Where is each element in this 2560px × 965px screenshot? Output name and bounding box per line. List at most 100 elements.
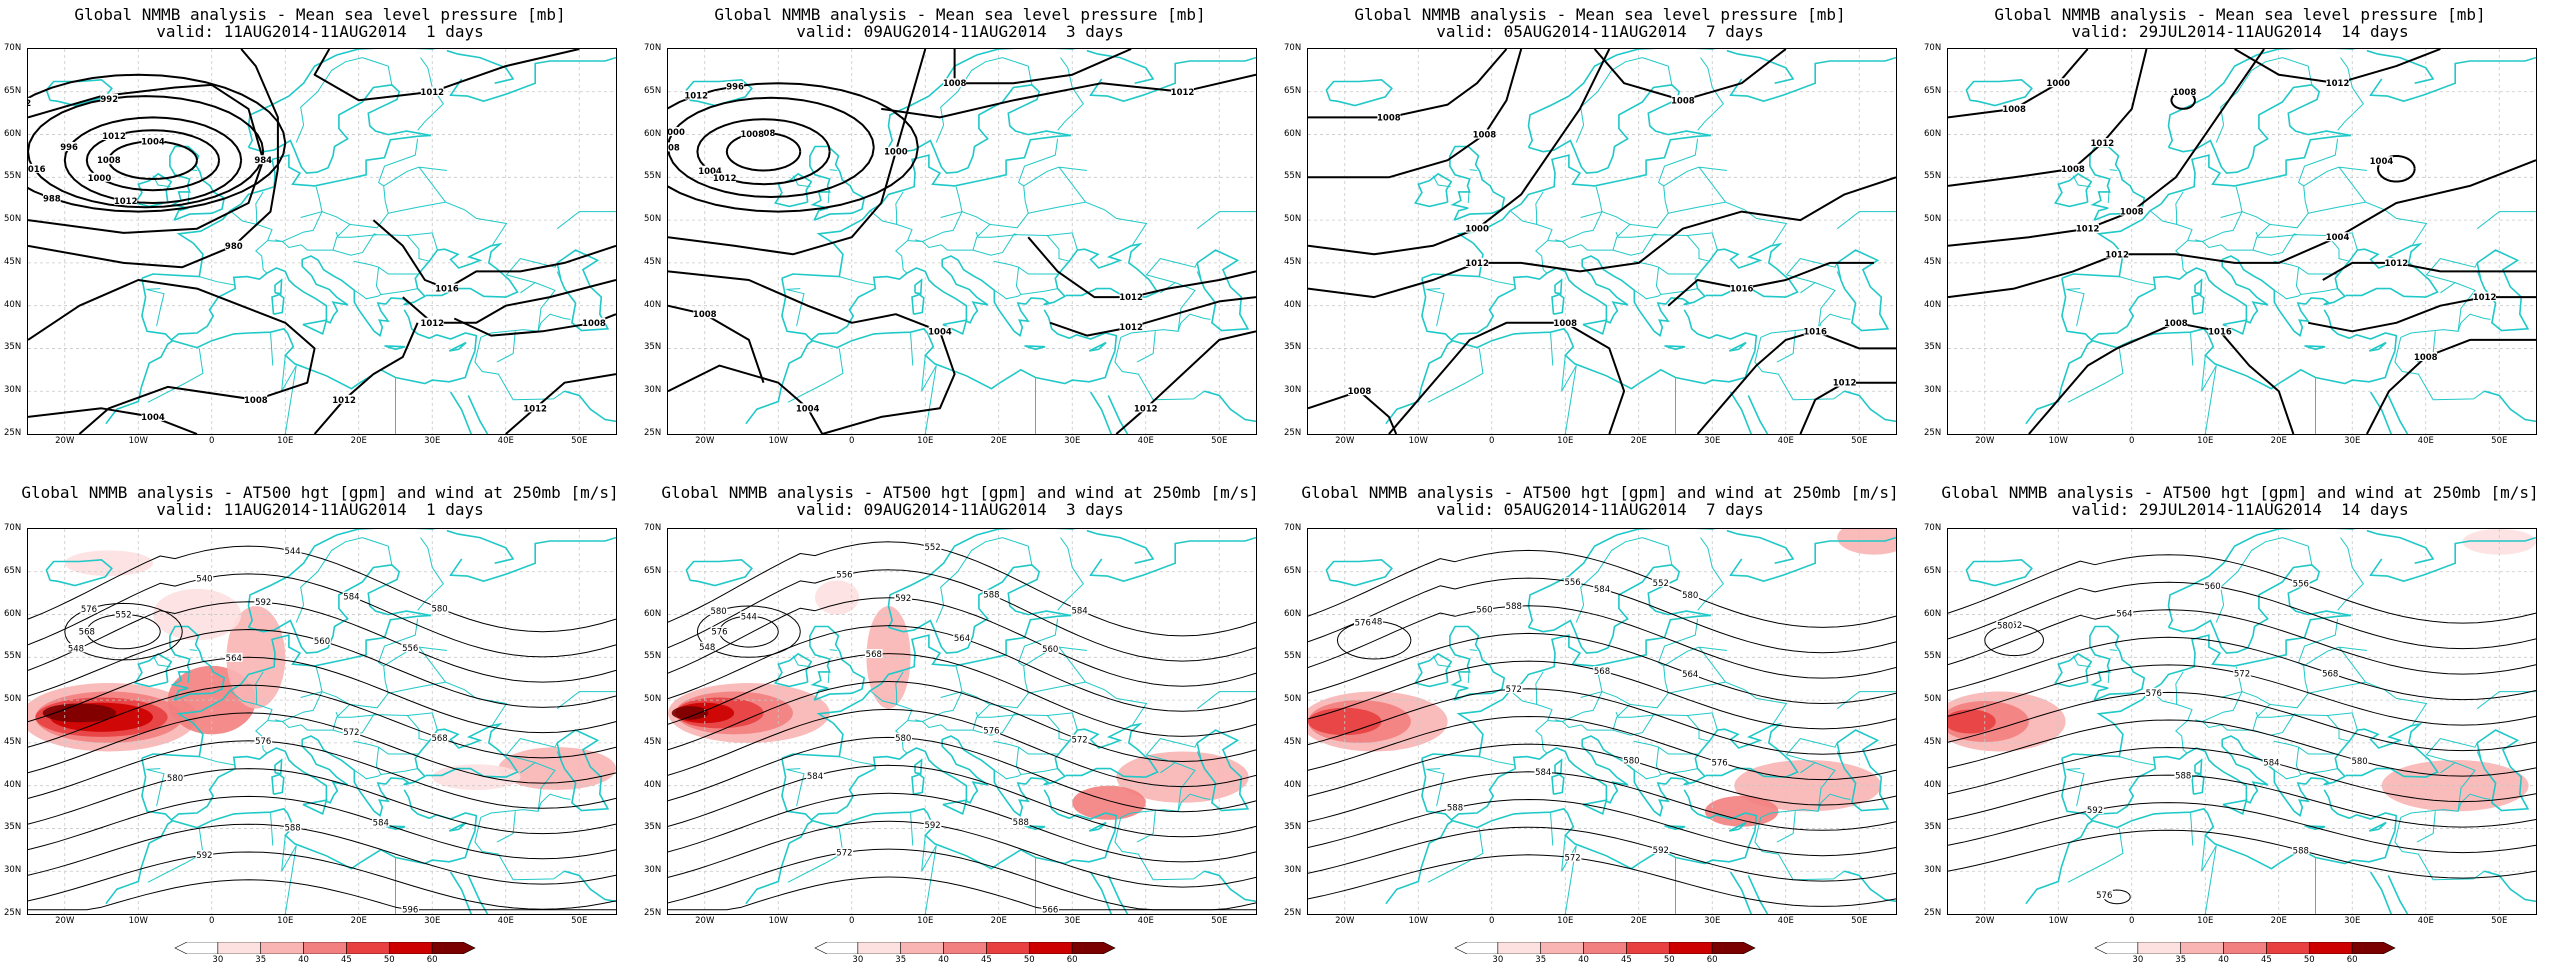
colorbar-segment [388, 942, 433, 954]
geopotential-contour [668, 792, 1256, 863]
latitude-tick-label: 60N [644, 608, 662, 619]
coastline [2369, 536, 2536, 583]
coastline [2304, 825, 2326, 831]
country-border [480, 282, 556, 338]
country-border [295, 124, 305, 143]
contour-label-bg [2005, 619, 2023, 629]
country-border [1145, 258, 1198, 284]
country-border [1177, 313, 1211, 332]
country-border [417, 537, 444, 611]
country-border [146, 288, 165, 327]
contour-label-bg [2076, 223, 2100, 233]
contour-label: 564 [226, 654, 242, 664]
coastline [1965, 78, 2033, 107]
map-panel-z500-1d: Global NMMB analysis - AT500 hgt [gpm] a… [0, 480, 640, 965]
contour-label-bg [2173, 86, 2196, 96]
isobar-contour [668, 49, 927, 256]
longitude-tick-label: 20E [2270, 436, 2287, 446]
country-border [1427, 828, 1484, 883]
coastline [449, 56, 616, 103]
isobar-contour [28, 279, 316, 434]
contour-label-bg [430, 603, 449, 613]
contour-label-bg [420, 86, 444, 96]
contour-label: 988 [43, 194, 61, 204]
coastline [1088, 341, 1107, 352]
country-border [556, 691, 616, 710]
geopotential-contour [1308, 549, 1896, 628]
country-border [935, 604, 945, 623]
contour-label: 1008 [2164, 319, 2188, 329]
map-plot-area: 1008100410009961000100410081012101210121… [667, 48, 1257, 435]
country-border [496, 811, 516, 843]
country-border [505, 738, 558, 764]
country-border [1057, 537, 1084, 611]
isobar-contour [63, 116, 243, 204]
contour-label-bg [894, 732, 912, 742]
country-border [1697, 537, 1724, 611]
coastline [2025, 309, 2398, 425]
coastline [105, 789, 478, 905]
latitude-tick-label: 60N [4, 608, 22, 619]
longitude-tick-label: 30E [1064, 436, 1081, 446]
coastline [141, 242, 519, 341]
coastline [271, 293, 285, 315]
geopotential-contour [1308, 743, 1896, 806]
panel-valid-period: valid: 29JUL2014-11AUG2014 14 days [2071, 500, 2409, 519]
country-border [2274, 769, 2302, 780]
country-border [1668, 681, 1788, 726]
coastline [2484, 390, 2536, 423]
geopotential-contour [1948, 747, 2536, 803]
colorbar-segment [217, 942, 262, 954]
country-border [187, 671, 190, 684]
country-border [1058, 166, 1086, 203]
coastline [1089, 391, 1113, 434]
isobar-contour [1696, 330, 1896, 434]
coastline [1747, 875, 1769, 914]
geopotential-contour [28, 823, 616, 885]
country-border [972, 231, 1018, 256]
coastline [745, 309, 1118, 425]
contour-label: 564 [2116, 609, 2132, 619]
longitude-tick-label: 30E [1704, 436, 1721, 446]
contour-label-bg [1652, 577, 1670, 587]
country-border [2297, 234, 2350, 262]
longitude-tick-label: 20W [1975, 916, 1995, 926]
colorbar-tick-label: 40 [1578, 955, 1589, 965]
country-border [2215, 124, 2225, 143]
longitude-tick-label: 50E [571, 436, 588, 446]
latitude-tick-label: 55N [4, 171, 22, 182]
panel-valid-period: valid: 29JUL2014-11AUG2014 14 days [2071, 22, 2409, 41]
coastline [134, 172, 173, 208]
jet-wind-shading [815, 580, 860, 615]
country-border [2201, 835, 2217, 872]
colorbar-tick-label: 45 [981, 955, 992, 965]
coastline [1664, 345, 1686, 351]
contour-label-bg [2321, 668, 2339, 678]
latitude-tick-label: 55N [644, 171, 662, 182]
geopotential-contour [28, 879, 616, 911]
contour-label-bg [2370, 156, 2393, 166]
map-svg: 1012100810041016100810121016101610121008… [1308, 49, 1896, 434]
panel-valid-period: valid: 11AUG2014-11AUG2014 1 days [156, 22, 484, 41]
contour-label: 576 [1711, 758, 1727, 768]
country-border [1467, 671, 1470, 684]
contour-label-bg [1070, 605, 1089, 615]
contour-label-bg [1365, 616, 1383, 626]
latitude-tick-label: 40N [1284, 299, 1302, 310]
coastline [1089, 871, 1113, 914]
country-border [1015, 747, 1058, 776]
country-border [2337, 57, 2364, 131]
country-border [2338, 646, 2366, 683]
contour-label-bg [2095, 890, 2114, 900]
contour-label: 1004 [2370, 157, 2394, 167]
contour-label-bg [1622, 755, 1641, 765]
geopotential-contour [1308, 826, 1896, 882]
contour-label-bg [1171, 86, 1194, 96]
contour-label-bg [2414, 352, 2438, 361]
latitude-tick-label: 70N [1284, 43, 1302, 53]
latitude-tick-label: 70N [1284, 523, 1302, 533]
coastline [247, 529, 436, 628]
country-border [147, 348, 204, 403]
longitude-tick-label: 0 [1489, 916, 1495, 926]
map-svg: 1004 1000 996 992 988 984 980 1008 1012 1016 1012 1… [28, 49, 616, 434]
